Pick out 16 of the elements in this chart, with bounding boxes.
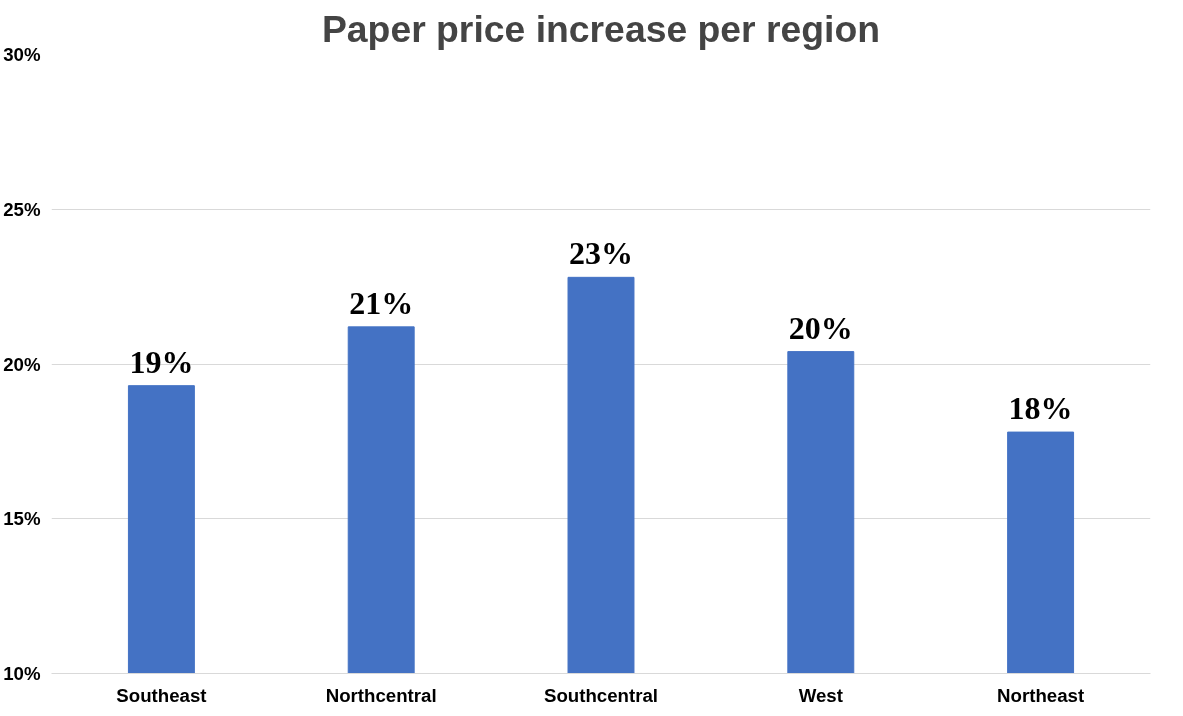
x-tick-label: West	[798, 684, 843, 706]
chart-title: Paper price increase per region	[321, 7, 881, 50]
data-label: 23%	[569, 235, 633, 272]
x-tick-label: Southcentral	[543, 684, 659, 706]
y-tick-label: 15%	[3, 508, 41, 530]
y-tick-label: 10%	[3, 663, 41, 684]
y-tick-label: 25%	[3, 198, 41, 220]
x-tick-label: Northeast	[997, 684, 1085, 706]
y-tick-label: 30%	[3, 44, 41, 65]
x-tick-label: Northcentral	[325, 684, 437, 706]
data-label: 21%	[349, 284, 414, 321]
y-tick-label: 20%	[3, 353, 41, 375]
data-label: 20%	[788, 309, 853, 346]
x-tick-label: Southeast	[116, 684, 207, 706]
data-label: 19%	[129, 343, 194, 380]
data-label: 18%	[1008, 390, 1073, 427]
